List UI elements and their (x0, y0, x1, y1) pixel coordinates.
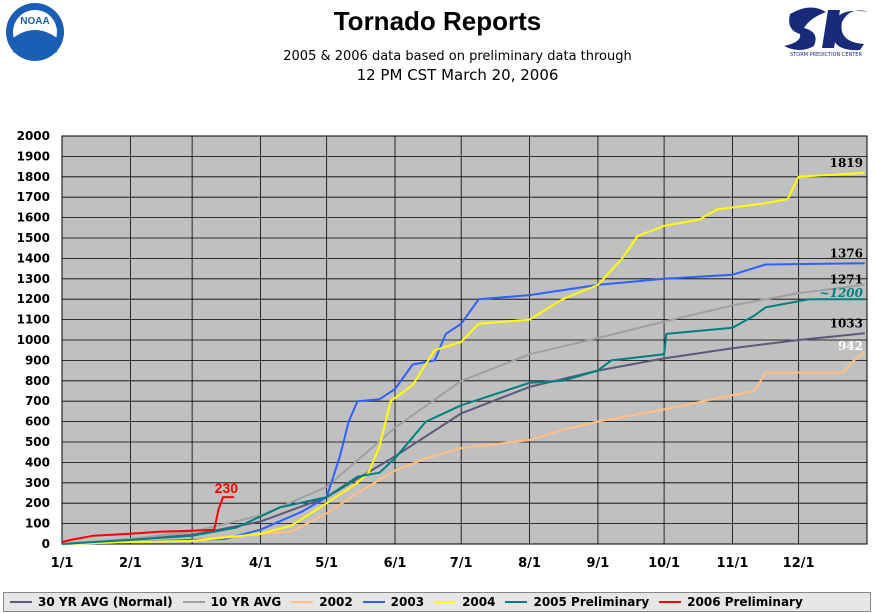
legend-item: 2005 Preliminary (505, 595, 649, 609)
y-tick-label: 700 (25, 394, 50, 408)
x-tick-label: 1/1 (51, 556, 74, 571)
noaa-logo-text: NOAA (20, 16, 49, 27)
series-end-label: ~1200 (820, 286, 864, 300)
x-tick-label: 5/1 (315, 556, 338, 571)
legend-swatch (505, 601, 528, 603)
series-end-label: 1271 (830, 273, 863, 287)
chart-title: Tornado Reports (333, 6, 542, 36)
y-tick-label: 400 (25, 455, 50, 469)
y-tick-label: 1800 (17, 170, 50, 184)
legend-item: 2003 (362, 595, 425, 609)
legend-label: 2004 (462, 595, 496, 609)
series-line-10-yr-avg (61, 283, 865, 545)
x-tick-label: 10/1 (648, 556, 680, 571)
y-tick-label: 800 (25, 374, 50, 388)
y-tick-label: 1600 (17, 211, 50, 225)
y-tick-label: 0 (42, 537, 50, 551)
legend-label: 2006 Preliminary (687, 595, 803, 609)
chart-subtitle: 2005 & 2006 data based on preliminary da… (283, 49, 632, 64)
legend-label: 2002 (319, 595, 353, 609)
series-line-2003 (61, 262, 865, 545)
y-tick-label: 1900 (17, 149, 50, 163)
x-tick-label: 3/1 (181, 556, 204, 571)
series-end-label: 1033 (830, 316, 863, 330)
series-line-2004 (61, 171, 865, 545)
series-line-2002 (61, 351, 866, 545)
y-tick-label: 1200 (17, 292, 50, 306)
x-tick-label: 12/1 (783, 556, 815, 571)
legend-swatch (182, 601, 205, 603)
x-tick-label: 11/1 (717, 556, 749, 571)
plot-area: 0 100 200 300 400 500 600 700 800 900 1000 1100 1200… (17, 129, 868, 571)
legend-label: 2005 Preliminary (533, 595, 650, 609)
series-end-label: 1376 (830, 246, 863, 260)
y-tick-label: 1400 (17, 251, 50, 265)
x-tick-label: 7/1 (450, 556, 473, 571)
y-tick-label: 100 (25, 517, 50, 531)
series-end-label: 230 (215, 480, 239, 496)
legend-label: 10 YR AVG (210, 595, 282, 609)
x-tick-label: 2/1 (119, 556, 142, 571)
series-line-2005-preliminary (61, 298, 865, 545)
y-tick-label: 900 (25, 353, 50, 367)
chart-subtitle-date: 12 PM CST March 20, 2006 (356, 66, 559, 84)
legend-swatch (10, 601, 32, 603)
spc-logo: STORM PREDICTION CENTER (784, 7, 868, 58)
x-tick-label: 6/1 (384, 556, 407, 571)
legend-label: 2003 (390, 595, 425, 609)
tornado-chart: 0 100 200 300 400 500 600 700 800 900 1000 1100 1200… (17, 129, 868, 571)
y-tick-label: 2000 (17, 129, 50, 143)
x-tick-label: 8/1 (518, 556, 541, 571)
y-tick-label: 1300 (17, 272, 50, 286)
y-tick-label: 1000 (17, 333, 50, 347)
legend-swatch (291, 601, 314, 603)
legend-item: 2002 (291, 595, 353, 609)
y-tick-label: 600 (25, 415, 50, 429)
chart-legend: 30 YR AVG (Normal) 10 YR AVG 2002 2003 2004 2… (3, 592, 871, 612)
y-tick-label: 500 (25, 435, 50, 449)
legend-item: 30 YR AVG (Normal) (10, 595, 173, 609)
x-tick-label: 4/1 (249, 556, 272, 571)
noaa-logo: NOAA (6, 3, 64, 61)
y-tick-label: 1700 (17, 190, 50, 204)
spc-caption: STORM PREDICTION CENTER (790, 52, 862, 58)
legend-swatch (434, 601, 457, 603)
series-line-2006-preliminary (61, 496, 234, 543)
legend-item: 2006 Preliminary (659, 595, 803, 609)
legend-item: 10 YR AVG (182, 595, 282, 609)
x-tick-label: 9/1 (587, 556, 610, 571)
series-end-label: 942 (838, 339, 863, 353)
y-tick-label: 200 (25, 496, 50, 510)
series-end-label: 1819 (830, 156, 863, 170)
y-tick-label: 1500 (17, 231, 50, 245)
legend-swatch (362, 601, 385, 603)
legend-label: 30 YR AVG (Normal) (38, 595, 173, 609)
legend-item: 2004 (434, 595, 495, 609)
y-tick-label: 1100 (17, 313, 50, 327)
legend-swatch (659, 601, 682, 603)
y-tick-label: 300 (25, 476, 50, 490)
